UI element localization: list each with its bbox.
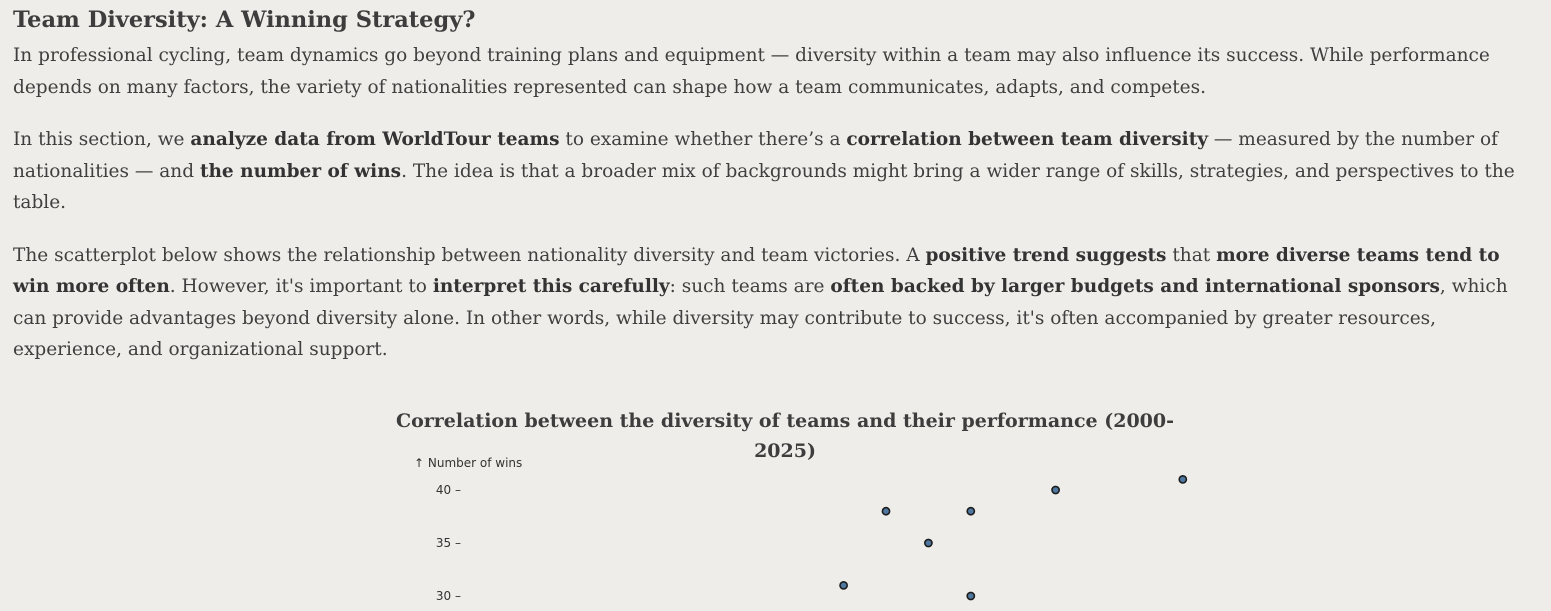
scatter-point[interactable] [967, 592, 974, 599]
y-axis-label: ↑ Number of wins [414, 456, 522, 470]
y-axis-ticks: 40 – 35 – 30 – [436, 483, 461, 603]
y-tick-label: 35 – [436, 536, 461, 550]
scatter-point[interactable] [967, 508, 974, 515]
scatter-point[interactable] [1179, 476, 1186, 483]
scatter-point[interactable] [1052, 486, 1059, 493]
scatter-point[interactable] [840, 582, 847, 589]
y-tick-label: 30 – [436, 589, 461, 603]
scatter-point[interactable] [925, 539, 932, 546]
data-points [840, 476, 1186, 600]
scatter-point[interactable] [882, 508, 889, 515]
y-tick-label: 40 – [436, 483, 461, 497]
